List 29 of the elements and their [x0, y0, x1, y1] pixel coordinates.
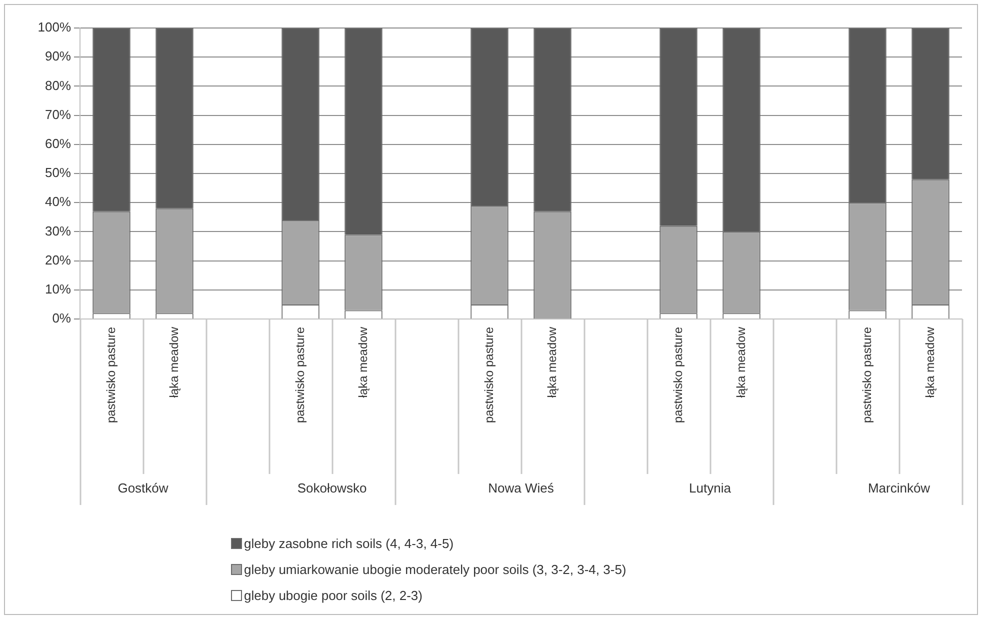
- y-tick-label: 40%: [44, 194, 72, 210]
- text: Gostków: [118, 480, 169, 496]
- y-tick-label: 80%: [44, 78, 72, 93]
- x-tick-label: łąka meadow: [166, 326, 181, 398]
- y-tick-label: 90%: [44, 48, 72, 64]
- y-tick-label: 50%: [44, 165, 72, 180]
- x-tick-label: pastwisko pasture: [292, 326, 307, 424]
- y-tick-label: 100%: [38, 20, 72, 35]
- legend-label: gleby ubogie poor soils (2, 2-3): [244, 588, 422, 602]
- text: Sokołowsko: [297, 480, 367, 496]
- x-tick-label: łąka meadow: [922, 326, 937, 398]
- text: Lutynia: [689, 480, 732, 496]
- y-tick-label: 70%: [44, 106, 72, 122]
- x-tick-label: łąka meadow: [356, 326, 370, 398]
- y-tick-label: 20%: [44, 252, 72, 268]
- y-tick-label: 60%: [44, 136, 72, 151]
- legend-label: gleby umiarkowanie ubogie moderately poor soils (3, 3-2, 3-4, 3-5): [244, 562, 626, 576]
- y-tick-label: 10%: [44, 281, 72, 296]
- y-tick-label: 0%: [52, 310, 72, 326]
- text: Nowa Wieś: [488, 480, 554, 496]
- text: Marcinków: [868, 480, 931, 496]
- x-tick-label: pastwisko pasture: [104, 326, 118, 424]
- x-tick-label: pastwisko pasture: [482, 326, 496, 424]
- x-tick-label: łąka meadow: [734, 326, 748, 398]
- x-tick-label: pastwisko pasture: [860, 326, 874, 424]
- x-tick-label: łąka meadow: [544, 326, 559, 398]
- y-tick-label: 30%: [44, 223, 72, 238]
- legend-label: gleby zasobne rich soils (4, 4-3, 4-5): [244, 536, 454, 550]
- x-tick-label: pastwisko pasture: [670, 326, 685, 424]
